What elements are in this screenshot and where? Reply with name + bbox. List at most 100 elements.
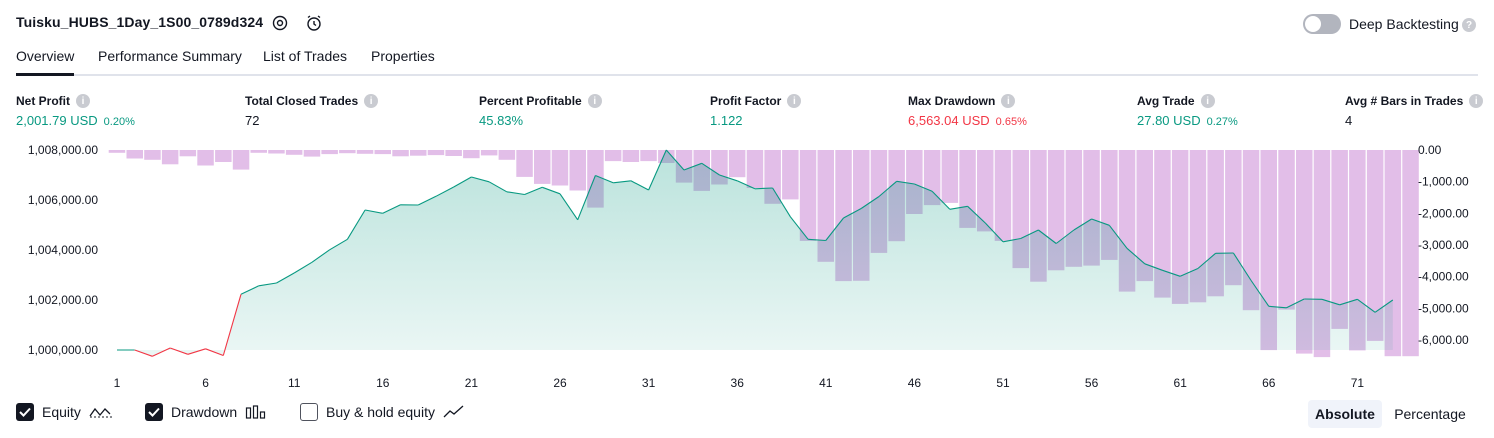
equity-line-segment (843, 208, 862, 219)
equity-line-segment (170, 347, 189, 355)
equity-area (117, 150, 1393, 357)
drawdown-bar (1366, 150, 1384, 341)
right-axis-tick-label: -3,000.00 (1418, 238, 1469, 252)
info-icon[interactable]: i (76, 94, 90, 108)
x-axis-tick-label: 11 (288, 376, 301, 390)
drawdown-bar (941, 150, 959, 203)
equity-line-segment (772, 187, 791, 218)
equity-line-segment (1250, 280, 1270, 307)
legend-equity[interactable]: Equity (16, 403, 113, 421)
metric-avg-trade-label: Avg Trade i (1137, 94, 1215, 108)
equity-line-segment (701, 162, 720, 176)
drawdown-bar (410, 150, 427, 156)
equity-line-segment (1126, 247, 1146, 265)
right-axis-tick-label: -2,000.00 (1418, 206, 1469, 220)
info-icon[interactable]: i (587, 94, 602, 108)
x-axis-tick-label: 26 (553, 376, 567, 390)
drawdown-bar (551, 150, 569, 186)
equity-line-segment (648, 149, 667, 191)
settings-icon[interactable] (270, 13, 290, 33)
equity-line-segment (931, 190, 951, 210)
equity-line-segment (683, 162, 702, 171)
deep-backtesting-toggle[interactable] (1303, 14, 1341, 34)
drawdown-bar (1136, 150, 1153, 282)
drawdown-bar (817, 150, 834, 262)
drawdown-bar (179, 150, 197, 157)
equity-line-segment (1144, 263, 1163, 271)
drawdown-bars-icon (246, 405, 266, 419)
equity-line-segment (222, 294, 242, 356)
tab-properties[interactable]: Properties (371, 48, 435, 64)
equity-line-segment (1091, 218, 1110, 226)
equity-line-segment (967, 205, 986, 224)
drawdown-bar (197, 150, 214, 166)
tab-list-of-trades[interactable]: List of Trades (263, 48, 348, 64)
metric-percent-profitable-label: Percent Profitable i (479, 94, 602, 108)
equity-line-segment (1232, 252, 1252, 281)
drawdown-bar (516, 150, 533, 177)
x-axis-tick-label: 16 (376, 376, 390, 390)
drawdown-bar (108, 150, 126, 153)
drawdown-bar (1242, 150, 1260, 311)
help-icon[interactable]: ? (1462, 18, 1476, 32)
left-axis-tick-label: 1,002,000.00 (28, 293, 98, 307)
legend-buy-hold[interactable]: Buy & hold equity (300, 403, 465, 421)
percentage-button[interactable]: Percentage (1394, 406, 1466, 422)
left-axis-tick-label: 1,000,000.00 (28, 343, 98, 357)
drawdown-bar (339, 150, 356, 154)
add-alert-icon[interactable] (304, 13, 324, 33)
drawdown-bar (161, 150, 179, 165)
equity-line-segment (1020, 229, 1039, 239)
equity-line-segment (1268, 305, 1287, 309)
equity-line-segment (276, 272, 295, 284)
legend-drawdown[interactable]: Drawdown (145, 403, 267, 421)
tab-performance-summary[interactable]: Performance Summary (98, 48, 242, 64)
drawdown-bar (569, 150, 586, 191)
drawdown-bar (392, 150, 409, 157)
drawdown-bar (303, 150, 321, 157)
equity-checkbox[interactable] (16, 403, 34, 421)
equity-line-segment (789, 216, 809, 240)
equity-line-segment (258, 282, 277, 287)
tab-overview[interactable]: Overview (16, 48, 75, 76)
drawdown-bar (250, 150, 267, 153)
buy-hold-checkbox[interactable] (300, 403, 318, 421)
info-icon[interactable]: i (364, 94, 379, 108)
drawdown-checkbox[interactable] (145, 403, 163, 421)
left-axis-tick-label: 1,008,000.00 (28, 143, 98, 157)
right-axis-tick-label: -6,000.00 (1418, 333, 1469, 347)
buy-hold-label: Buy & hold equity (326, 404, 435, 420)
equity-line-segment (825, 217, 844, 241)
equity-line-segment (346, 209, 366, 240)
equity-line-segment (1339, 298, 1358, 306)
drawdown-bar (977, 150, 994, 232)
equity-line-segment (1197, 252, 1216, 269)
info-icon[interactable]: i (1469, 94, 1484, 108)
info-icon[interactable]: i (787, 94, 802, 108)
drawdown-bar (480, 150, 498, 156)
metric-avg-bars-label: Avg # Bars in Trades i (1345, 94, 1484, 108)
x-axis-tick-label: 46 (908, 376, 922, 390)
drawdown-bar (534, 150, 551, 184)
x-axis-tick-label: 21 (465, 376, 479, 390)
x-axis-tick-label: 51 (996, 376, 1010, 390)
equity-line-segment (205, 348, 224, 357)
metric-max-drawdown-label: Max Drawdown i (908, 94, 1016, 108)
info-icon[interactable]: i (1200, 94, 1215, 108)
drawdown-bar (1331, 150, 1348, 329)
equity-line-segment (364, 209, 383, 214)
equity-line-segment (595, 174, 614, 184)
equity-line-segment (488, 181, 508, 193)
equity-line-segment (630, 180, 649, 191)
info-icon[interactable]: i (1001, 94, 1016, 108)
absolute-button[interactable]: Absolute (1308, 400, 1382, 428)
drawdown-bar (799, 150, 817, 241)
drawdown-bar (1171, 150, 1189, 304)
equity-line-segment (719, 174, 738, 182)
x-axis-tick-label: 66 (1262, 376, 1276, 390)
equity-line-segment (808, 238, 826, 242)
drawdown-bar (285, 150, 303, 155)
buy-hold-line-icon (443, 405, 464, 418)
equity-line-segment (187, 348, 206, 355)
equity-line-segment (329, 238, 348, 251)
